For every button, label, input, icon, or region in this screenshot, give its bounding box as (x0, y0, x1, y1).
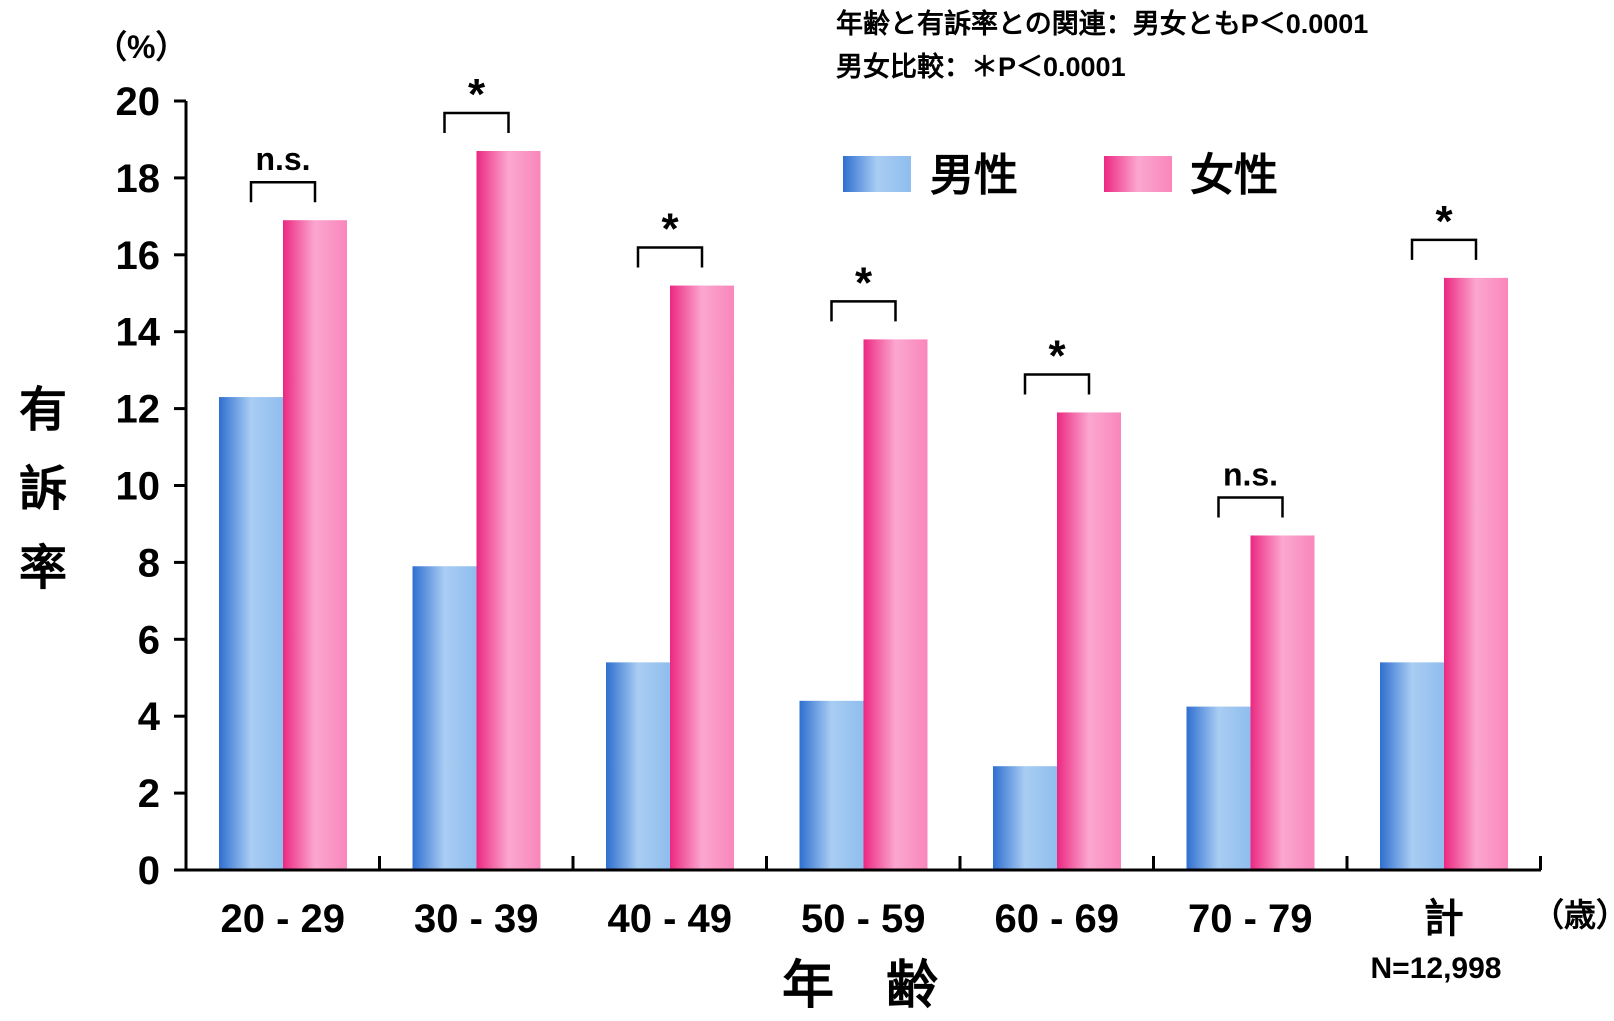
significance-label: * (1435, 197, 1453, 246)
x-category-label: 60 - 69 (994, 897, 1119, 941)
x-category-label: 50 - 59 (801, 897, 926, 941)
bar-female (283, 220, 347, 870)
y-tick-label: 14 (116, 311, 161, 355)
x-category-label: 20 - 29 (220, 897, 345, 941)
bar-male (1186, 706, 1251, 870)
significance-label: * (661, 205, 679, 254)
significance-label: * (468, 70, 486, 119)
y-tick-label: 0 (138, 849, 160, 893)
x-axis-title: 年 齢 (782, 957, 938, 1015)
x-category-label: 70 - 79 (1188, 897, 1313, 941)
y-axis-title-char-1: 有 (19, 384, 67, 437)
bar-female (476, 150, 541, 871)
bar-female (863, 339, 928, 870)
y-tick-label: 12 (116, 388, 161, 432)
total-n-note: N=12,998 (1371, 952, 1502, 985)
significance-bracket (1410, 238, 1478, 260)
axes-layer: 0 2 4 6 8 10 12 14 16 18 20 20 - 29 30 - 39 40 - 49 50… (116, 80, 1542, 941)
significance-bracket (1217, 496, 1284, 518)
y-tick-label: 16 (116, 234, 161, 278)
bar-male (799, 700, 864, 870)
x-category-label: 40 - 49 (607, 897, 732, 941)
bar-male (219, 397, 283, 870)
legend: 男性 女性 (843, 151, 1278, 200)
legend-label-male: 男性 (930, 151, 1018, 200)
y-tick-label: 2 (138, 772, 160, 816)
significance-label: * (1048, 331, 1066, 380)
significance-bracket (249, 180, 317, 203)
legend-swatch-male (843, 156, 911, 192)
x-category-label: 30 - 39 (414, 897, 539, 941)
y-tick-label: 4 (138, 695, 161, 739)
y-tick-label: 6 (138, 618, 160, 662)
bars-layer (219, 150, 1508, 871)
y-axis-title-char-3: 率 (19, 542, 67, 595)
bar-female (1250, 535, 1315, 870)
bar-female (1444, 277, 1508, 870)
note-comparison: 男女比較：＊P＜0.0001 (836, 51, 1126, 82)
significance-layer: n.s. * * * * n.s. * (249, 70, 1478, 518)
significance-bracket (636, 246, 704, 268)
significance-bracket (1023, 373, 1091, 395)
note-association: 年齢と有訴率との関連：男女ともP＜0.0001 (836, 8, 1368, 39)
y-tick-label: 10 (116, 465, 161, 509)
bar-female (1057, 412, 1121, 870)
bar-male (606, 662, 670, 870)
bar-male (993, 766, 1057, 870)
y-unit-label: （%） (95, 29, 187, 65)
y-tick-label: 18 (116, 157, 161, 201)
bar-female (670, 285, 734, 870)
y-tick-label: 20 (116, 80, 161, 124)
legend-label-female: 女性 (1190, 151, 1278, 200)
bar-male (1380, 662, 1444, 870)
significance-label: n.s. (255, 141, 310, 177)
legend-swatch-female (1104, 156, 1172, 192)
significance-bracket (443, 111, 510, 133)
y-axis-title: 有 訴 率 (19, 384, 67, 595)
x-category-label: 計 (1424, 897, 1464, 941)
bar-male (412, 566, 477, 870)
significance-bracket (830, 300, 897, 322)
y-tick-label: 8 (138, 541, 160, 585)
significance-label: n.s. (1223, 456, 1278, 492)
x-unit-label: （歳） (1532, 897, 1614, 933)
significance-label: * (855, 258, 873, 307)
y-axis-title-char-2: 訴 (19, 463, 67, 516)
